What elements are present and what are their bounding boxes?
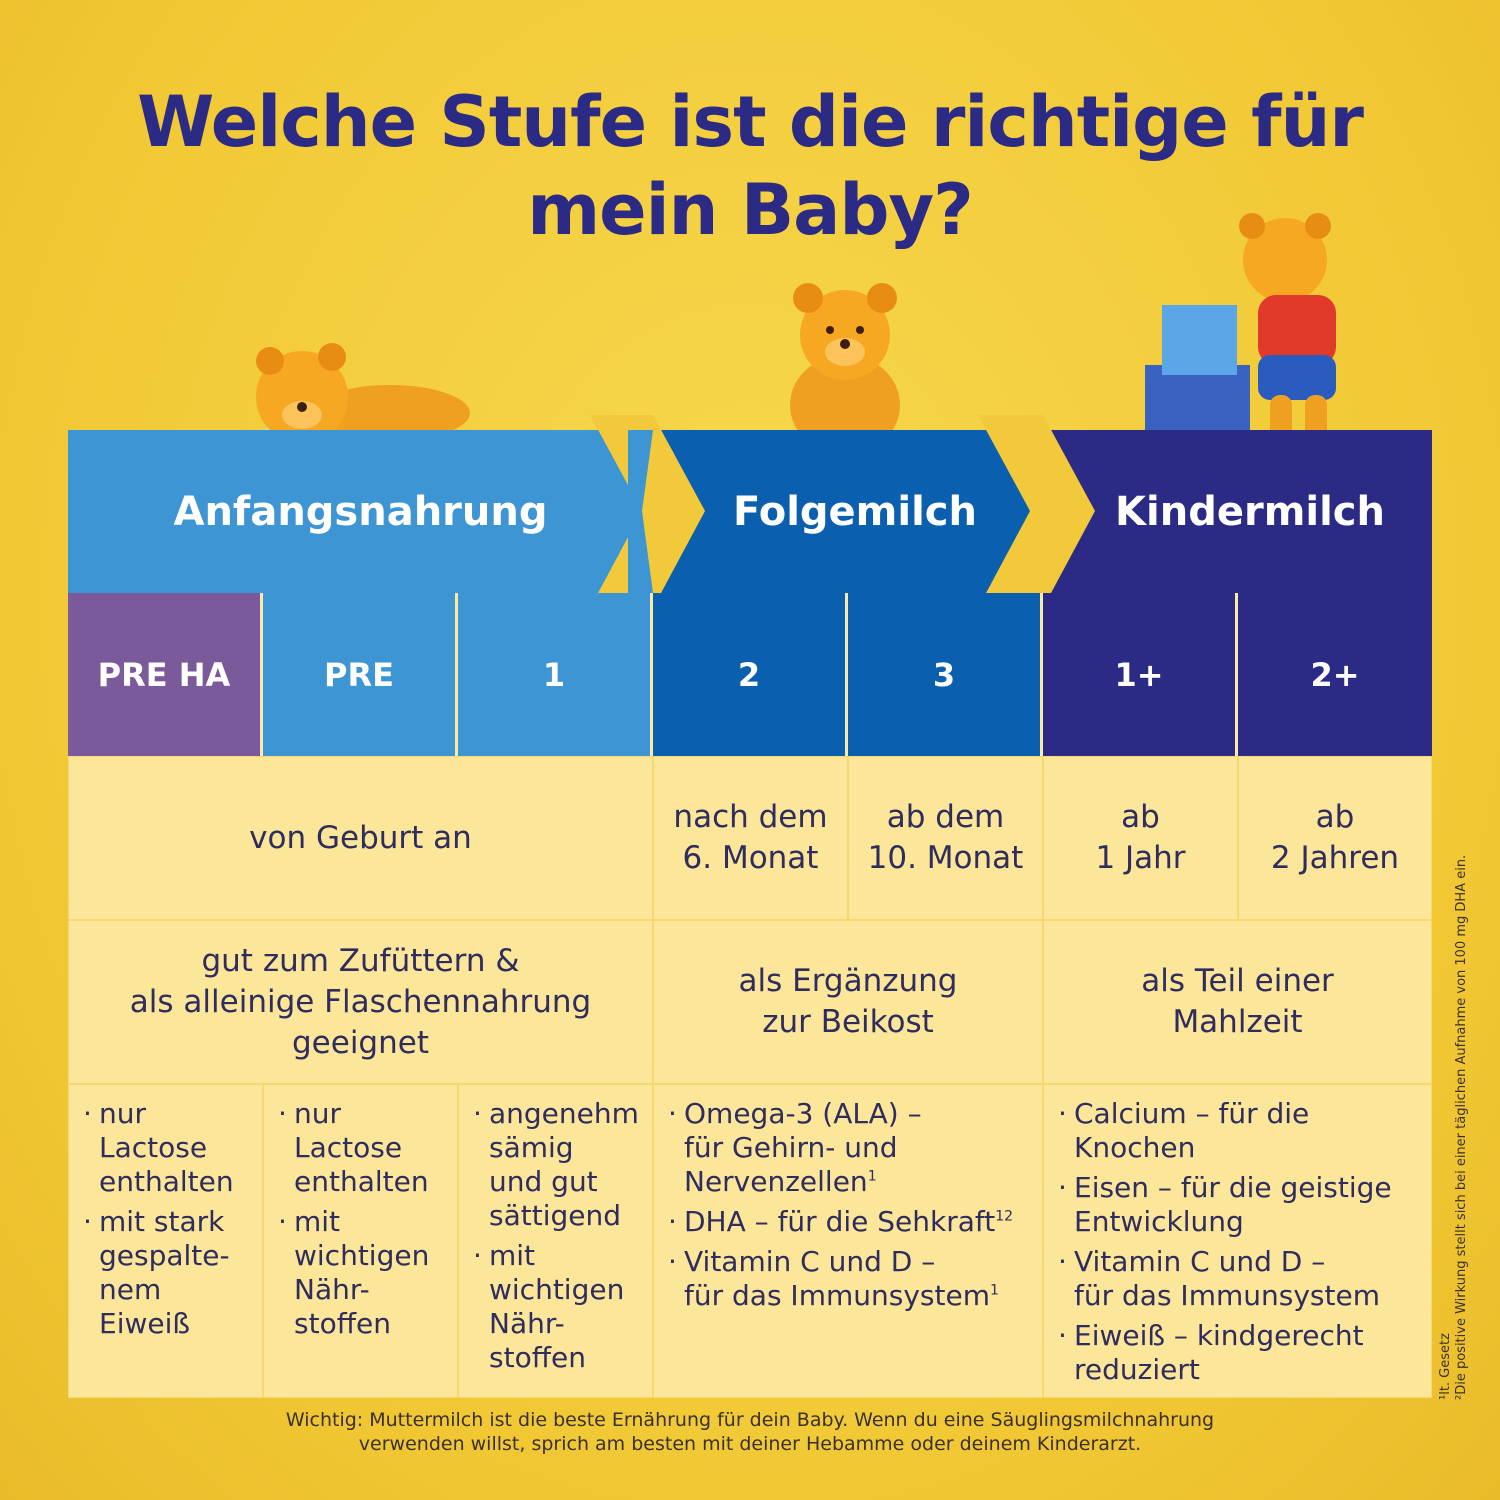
stage-pre-ha: PRE HA — [68, 593, 263, 756]
features-1: angenehm sämig und gut sättigend mit wic… — [458, 1084, 653, 1398]
features-kindermilch: Calcium – für die Knochen Eisen – für di… — [1043, 1084, 1432, 1398]
usage-cell: als Ergänzung zur Beikost — [653, 920, 1043, 1084]
stage-arrows — [68, 415, 1432, 608]
feature-item: Calcium – für die Knochen — [1058, 1097, 1421, 1165]
feature-item: Eiweiß – kindgerecht reduziert — [1058, 1319, 1421, 1387]
features-pre-ha: nur Lactose enthalten mit stark gespalte… — [68, 1084, 263, 1398]
feature-item: Vitamin C und D – für das Immunsystem1 — [668, 1245, 1032, 1313]
usage-cell: gut zum Zufüttern & als alleinige Flasch… — [68, 920, 653, 1084]
bear-with-blocks-icon — [1145, 213, 1336, 460]
stage-1-plus: 1+ — [1043, 593, 1238, 756]
age-cell: von Geburt an — [68, 756, 653, 920]
age-cell: nach dem 6. Monat — [653, 756, 848, 920]
stage-2-plus: 2+ — [1238, 593, 1432, 756]
stage-3: 3 — [848, 593, 1043, 756]
age-cell: ab dem 10. Monat — [848, 756, 1043, 920]
feature-item: DHA – für die Sehkraft12 — [668, 1205, 1032, 1239]
stage-pre: PRE — [263, 593, 458, 756]
age-cell: ab 2 Jahren — [1238, 756, 1432, 920]
feature-item: Vitamin C und D – für das Immunsystem — [1058, 1245, 1421, 1313]
header-folgemilch: Folgemilch — [733, 488, 977, 535]
features-folgemilch: Omega-3 (ALA) – für Gehirn- und Nervenze… — [653, 1084, 1043, 1398]
stage-2: 2 — [653, 593, 848, 756]
features-pre: nur Lactose enthalten mit wichtigen Nähr… — [263, 1084, 458, 1398]
header-anfangsnahrung: Anfangsnahrung — [173, 488, 548, 535]
header-kindermilch: Kindermilch — [1115, 488, 1385, 535]
feature-item: nur Lactose enthalten — [83, 1097, 252, 1199]
feature-item: nur Lactose enthalten — [278, 1097, 447, 1199]
disclaimer: Wichtig: Muttermilch ist die beste Ernäh… — [285, 1409, 1215, 1455]
feature-item: Eisen – für die geistige Entwicklung — [1058, 1171, 1421, 1239]
age-cell: ab 1 Jahr — [1043, 756, 1238, 920]
page-title: Welche Stufe ist die richtige für mein B… — [137, 81, 1364, 251]
feature-item: mit wichtigen Nähr- stoffen — [473, 1239, 642, 1375]
footnotes: ¹lt. Gesetz ²Die positive Wirkung stellt… — [1438, 854, 1469, 1400]
feature-item: Omega-3 (ALA) – für Gehirn- und Nervenze… — [668, 1097, 1032, 1199]
usage-cell: als Teil einer Mahlzeit — [1043, 920, 1432, 1084]
feature-item: mit stark gespalte- nem Eiweiß — [83, 1205, 252, 1341]
feature-item: mit wichtigen Nähr- stoffen — [278, 1205, 447, 1341]
stage-1: 1 — [458, 593, 653, 756]
feature-item: angenehm sämig und gut sättigend — [473, 1097, 642, 1233]
